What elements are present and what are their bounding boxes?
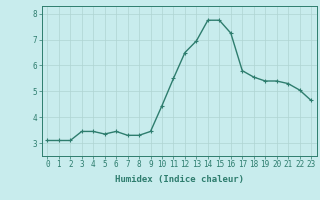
X-axis label: Humidex (Indice chaleur): Humidex (Indice chaleur) <box>115 175 244 184</box>
